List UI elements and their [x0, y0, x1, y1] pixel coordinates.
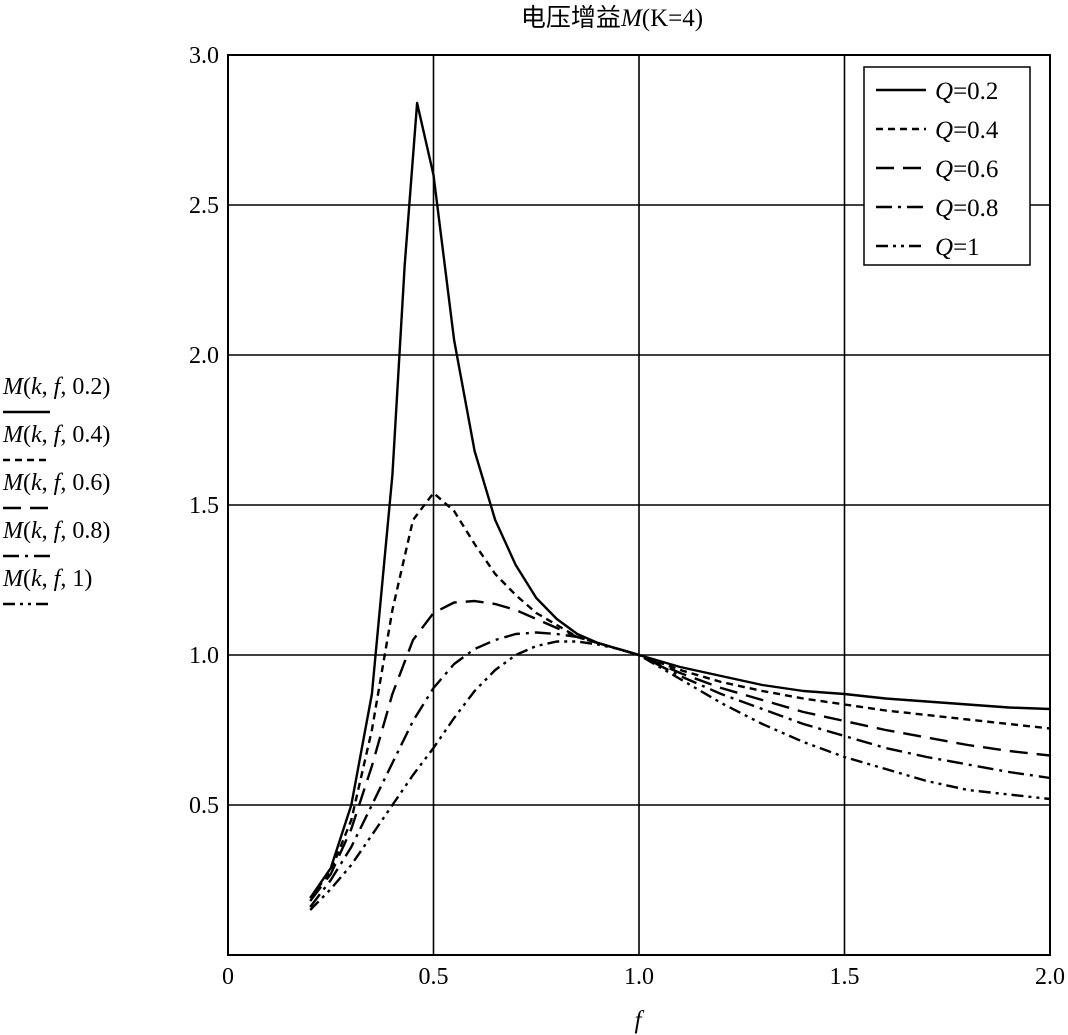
- y-tick-label: 2.5: [189, 193, 219, 219]
- series-line: [309, 640, 1051, 911]
- y-axis-label: M(k, f, 0.2): [2, 374, 110, 400]
- y-axis-label: M(k, f, 0.6): [2, 470, 110, 496]
- y-tick-label: 1.5: [189, 493, 219, 519]
- chart-title: 电压增益M(K=4): [521, 4, 703, 32]
- legend-entry: Q=0.8: [935, 195, 998, 222]
- legend: Q=0.2 Q=0.4 Q=0.6 Q=0.8 Q=1: [863, 66, 1031, 266]
- y-tick-label: 3.0: [189, 43, 219, 69]
- legend-entry: Q=0.4: [935, 117, 999, 144]
- legend-entry: Q=0.2: [935, 78, 998, 105]
- y-axis-labels: M(k, f, 0.2) M(k, f, 0.4) M(k, f, 0.6) M(k,…: [2, 374, 110, 606]
- legend-box: [863, 66, 1031, 266]
- y-axis-label: M(k, f, 0.8): [2, 518, 110, 544]
- y-axis-label: M(k, f, 1): [2, 566, 92, 592]
- legend-entry: Q=0.6: [935, 156, 998, 183]
- y-tick-label: 2.0: [189, 343, 219, 369]
- series-line: [309, 491, 1051, 899]
- series-line: [309, 599, 1051, 902]
- x-tick-label: 2.0: [1035, 964, 1065, 990]
- x-axis-label: f: [635, 1007, 645, 1034]
- plot-frame: [227, 54, 1051, 956]
- y-tick-label: 0.5: [189, 793, 219, 819]
- y-tick-label: 1.0: [189, 643, 219, 669]
- legend-entry: Q=1: [935, 234, 980, 261]
- x-tick-label: 0.5: [419, 964, 449, 990]
- x-tick-labels: 0 0.5 1.0 1.5 2.0: [222, 964, 1065, 990]
- series-line: [309, 631, 1051, 908]
- x-tick-label: 1.0: [624, 964, 654, 990]
- y-axis-label: M(k, f, 0.4): [2, 422, 110, 448]
- y-tick-labels: 0.5 1.0 1.5 2.0 2.5 3.0: [189, 43, 219, 819]
- x-tick-label: 1.5: [830, 964, 860, 990]
- x-tick-label: 0: [222, 964, 234, 990]
- series-lines: [309, 101, 1051, 911]
- series-line: [309, 101, 1051, 899]
